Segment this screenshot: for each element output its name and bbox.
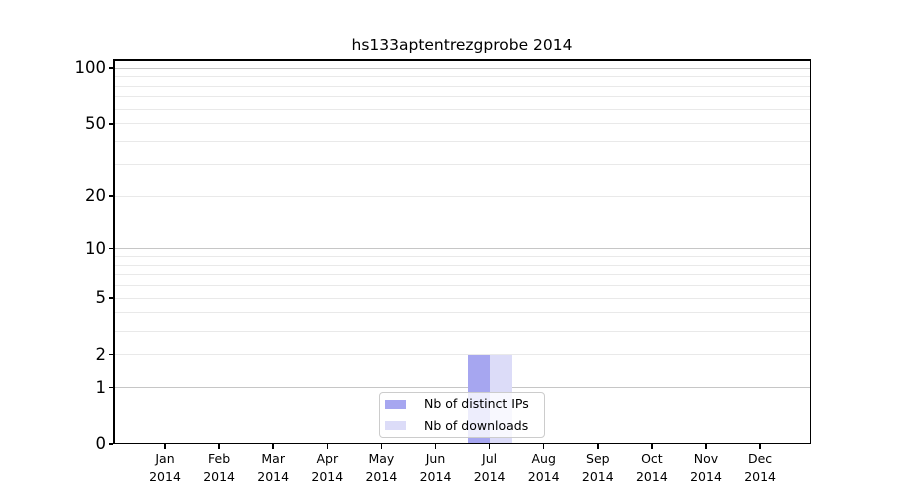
x-tick-label-jun: Jun 2014 bbox=[419, 451, 452, 484]
x-tick-label-sep: Sep 2014 bbox=[581, 451, 614, 484]
legend-item-distinct-ips: Nb of distinct IPs bbox=[380, 394, 544, 414]
gridline-minor-40 bbox=[113, 141, 811, 143]
gridline-minor-6 bbox=[113, 285, 811, 287]
legend-swatch-distinct-ips bbox=[385, 400, 406, 409]
y-tick-label-100: 100 bbox=[74, 58, 107, 78]
y-tick-label-2: 2 bbox=[95, 344, 107, 364]
x-tick-oct bbox=[651, 444, 653, 449]
x-tick-label-mar: Mar 2014 bbox=[257, 451, 290, 484]
legend-item-downloads: Nb of downloads bbox=[380, 416, 544, 436]
y-tick-label-20: 20 bbox=[85, 186, 106, 206]
x-tick-label-jan: Jan 2014 bbox=[149, 451, 181, 484]
x-tick-jan bbox=[164, 444, 166, 449]
gridline-major-1 bbox=[113, 387, 811, 389]
gridline-minor-3 bbox=[113, 330, 811, 332]
chart-title: hs133aptentrezgprobe 2014 bbox=[351, 36, 573, 54]
y-tick-2 bbox=[108, 353, 113, 356]
y-tick-label-5: 5 bbox=[95, 288, 107, 308]
gridline-minor-30 bbox=[113, 163, 811, 165]
y-tick-100 bbox=[108, 67, 113, 69]
x-tick-nov bbox=[705, 444, 707, 449]
plot-spine-left bbox=[113, 59, 115, 444]
x-tick-feb bbox=[218, 444, 220, 449]
gridline-major-10 bbox=[113, 248, 811, 250]
y-tick-label-50: 50 bbox=[85, 113, 106, 133]
gridline-minor-60 bbox=[113, 108, 811, 110]
y-tick-10 bbox=[108, 247, 113, 250]
y-tick-20 bbox=[108, 195, 113, 197]
legend-label-distinct-ips: Nb of distinct IPs bbox=[424, 396, 529, 412]
y-tick-label-1: 1 bbox=[95, 377, 107, 397]
x-tick-label-oct: Oct 2014 bbox=[635, 451, 668, 484]
x-tick-label-feb: Feb 2014 bbox=[203, 451, 235, 484]
gridline-minor-80 bbox=[113, 85, 811, 87]
y-tick-50 bbox=[108, 123, 113, 125]
plot-spine-right bbox=[809, 59, 811, 444]
gridline-minor-90 bbox=[113, 76, 811, 78]
plot-area bbox=[113, 59, 811, 444]
gridline-minor-8 bbox=[113, 264, 811, 266]
y-tick-label-10: 10 bbox=[85, 238, 106, 258]
legend-label-downloads: Nb of downloads bbox=[424, 417, 529, 433]
legend-swatch-downloads bbox=[385, 421, 406, 430]
x-tick-label-apr: Apr 2014 bbox=[311, 451, 344, 484]
x-tick-label-nov: Nov 2014 bbox=[690, 451, 722, 484]
gridline-minor-70 bbox=[113, 96, 811, 98]
gridline-minor-4 bbox=[113, 312, 811, 314]
legend: Nb of distinct IPs Nb of downloads bbox=[379, 392, 545, 438]
x-tick-label-jul: Jul 2014 bbox=[473, 451, 506, 484]
x-tick-jun bbox=[434, 444, 437, 449]
gridline-major-100 bbox=[113, 67, 811, 69]
y-tick-label-0: 0 bbox=[95, 434, 107, 453]
y-tick-1 bbox=[108, 386, 113, 389]
x-tick-label-dec: Dec 2014 bbox=[744, 451, 776, 484]
y-tick-0 bbox=[108, 443, 113, 445]
y-tick-5 bbox=[108, 297, 113, 299]
x-tick-jul bbox=[488, 444, 491, 449]
gridline-minor-5 bbox=[113, 297, 811, 299]
gridline-minor-7 bbox=[113, 274, 811, 276]
gridline-minor-2 bbox=[113, 354, 811, 356]
plot-spine-bottom bbox=[113, 442, 811, 444]
gridline-minor-9 bbox=[113, 255, 811, 257]
x-tick-apr bbox=[326, 444, 329, 449]
x-tick-label-may: May 2014 bbox=[365, 451, 398, 484]
x-tick-aug bbox=[542, 444, 545, 449]
x-tick-label-aug: Aug 2014 bbox=[527, 451, 560, 484]
x-tick-may bbox=[380, 444, 383, 449]
gridline-minor-50 bbox=[113, 123, 811, 125]
x-tick-dec bbox=[759, 444, 761, 449]
x-tick-mar bbox=[272, 444, 274, 449]
gridline-minor-20 bbox=[113, 195, 811, 197]
plot-spine-top bbox=[113, 59, 811, 61]
x-tick-sep bbox=[597, 444, 599, 449]
